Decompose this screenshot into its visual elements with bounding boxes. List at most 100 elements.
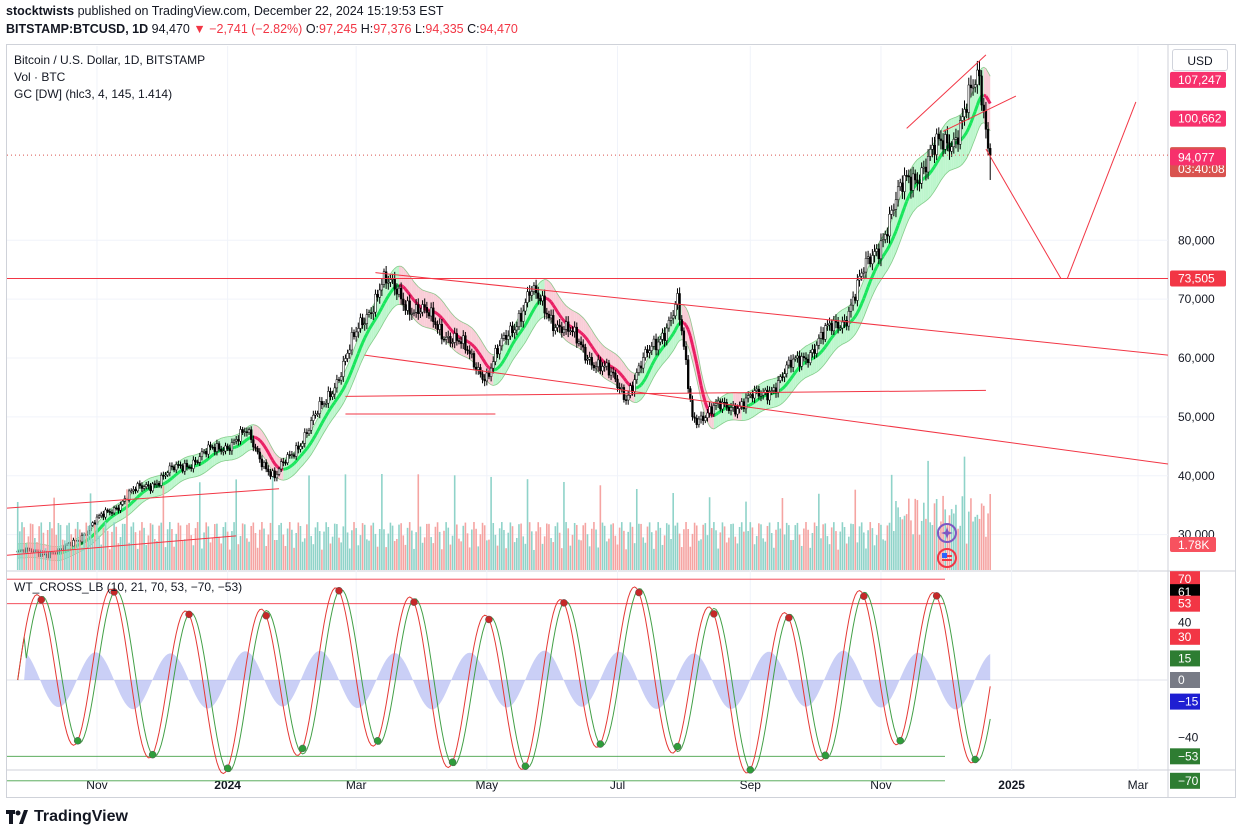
candle-body xyxy=(502,334,506,339)
volume-bar xyxy=(618,527,621,570)
volume-bar xyxy=(867,530,869,570)
osc-level-box xyxy=(1170,628,1200,645)
volume-bar xyxy=(168,522,171,570)
volume-bar xyxy=(520,523,522,570)
gc-basis-segment xyxy=(969,116,975,124)
volume-bar xyxy=(749,522,752,570)
gc-basis-segment xyxy=(624,380,630,385)
volume-bar xyxy=(698,540,700,570)
candle-body xyxy=(573,326,576,333)
volume-bar xyxy=(843,527,846,570)
wt-cross-dot xyxy=(896,736,904,745)
gc-basis-segment xyxy=(466,340,471,345)
gc-basis-segment xyxy=(584,336,589,341)
candle-body xyxy=(642,357,645,369)
osc-level-text: 30 xyxy=(1178,630,1192,644)
volume-bar xyxy=(689,546,692,570)
volume-bar xyxy=(278,525,280,570)
candle-body xyxy=(601,366,604,372)
volume-bar xyxy=(554,526,557,570)
candle-body xyxy=(462,335,465,344)
candle-body xyxy=(153,483,156,486)
legend-oscillator[interactable]: WT_CROSS_LB (10, 21, 70, 53, −70, −53) xyxy=(14,580,243,594)
candle-body xyxy=(507,335,510,340)
candle-body xyxy=(877,248,880,260)
volume-bar xyxy=(282,534,285,570)
author-name[interactable]: stocktwists xyxy=(6,4,75,18)
footer-brand[interactable]: TradingView xyxy=(34,808,128,825)
candle-body xyxy=(181,465,184,472)
wt-cross-dot xyxy=(746,766,755,774)
gc-basis-segment xyxy=(641,377,647,383)
candle-body xyxy=(909,176,913,191)
volume-bar xyxy=(976,514,979,570)
volume-bar xyxy=(865,548,867,570)
currency-button[interactable]: USD xyxy=(1172,49,1228,71)
gc-basis-segment xyxy=(175,471,180,476)
candle-body xyxy=(819,331,823,339)
volume-bar xyxy=(631,526,634,570)
candle-body xyxy=(429,307,433,317)
volume-bar xyxy=(81,547,83,570)
gc-basis-segment xyxy=(905,195,911,203)
volume-bar xyxy=(23,527,25,570)
volume-bar xyxy=(537,522,540,570)
volume-bar xyxy=(676,522,679,570)
candle-body xyxy=(149,485,152,492)
candle-body xyxy=(254,446,257,449)
volume-bar xyxy=(974,516,977,570)
candle-body xyxy=(755,388,758,391)
candle-body xyxy=(198,456,201,463)
volume-bar xyxy=(899,517,902,570)
candle-body xyxy=(226,445,229,449)
candle-body xyxy=(275,474,279,479)
gc-basis-segment xyxy=(474,348,480,353)
volume-bar xyxy=(873,545,876,570)
candle-body xyxy=(292,454,296,457)
volume-bar xyxy=(117,543,120,570)
candle-body xyxy=(355,331,358,337)
volume-bar xyxy=(818,493,820,570)
volume-bar xyxy=(488,539,490,570)
legend-indicator[interactable]: GC [DW] (hlc3, 4, 145, 1.414) xyxy=(14,87,173,101)
volume-bar xyxy=(201,548,203,570)
candle-body xyxy=(325,402,328,405)
volume-bar xyxy=(903,515,906,570)
candle-body xyxy=(678,293,681,320)
candle-body xyxy=(305,432,309,434)
legend-title[interactable]: Bitcoin / U.S. Dollar, 1D, BITSTAMP xyxy=(14,53,206,67)
gc-basis-segment xyxy=(502,355,508,361)
volume-bar xyxy=(668,524,670,570)
osc-level-box xyxy=(1170,571,1200,588)
candle-body xyxy=(470,353,473,355)
volume-bar xyxy=(436,522,439,570)
candle-body xyxy=(110,512,114,514)
volume-bar xyxy=(38,526,40,570)
volume-bar xyxy=(456,524,458,570)
candle-body xyxy=(297,445,300,450)
volume-bar xyxy=(614,535,617,570)
osc-level-text: 61 xyxy=(1178,585,1192,599)
tradingview-logo-icon[interactable] xyxy=(6,810,28,824)
volume-bar xyxy=(267,534,270,570)
volume-bar xyxy=(411,530,413,570)
volume-bar xyxy=(136,548,139,570)
volume-bar xyxy=(413,548,415,570)
legend-volume[interactable]: Vol · BTC xyxy=(14,70,66,84)
flag-icon[interactable] xyxy=(937,548,957,568)
volume-bar xyxy=(522,536,525,570)
candle-body xyxy=(367,312,371,315)
candle-body xyxy=(252,439,255,448)
volume-bar xyxy=(620,522,623,570)
candle-body xyxy=(744,397,748,410)
candle-body xyxy=(115,507,118,510)
gc-basis-segment xyxy=(828,336,833,342)
volume-bar xyxy=(820,538,822,570)
sparkle-icon[interactable] xyxy=(937,523,957,543)
gc-basis-segment xyxy=(472,345,478,350)
volume-bar xyxy=(299,526,302,570)
candle-body xyxy=(869,256,872,265)
candle-body xyxy=(646,349,649,354)
gc-basis-segment xyxy=(297,455,302,460)
